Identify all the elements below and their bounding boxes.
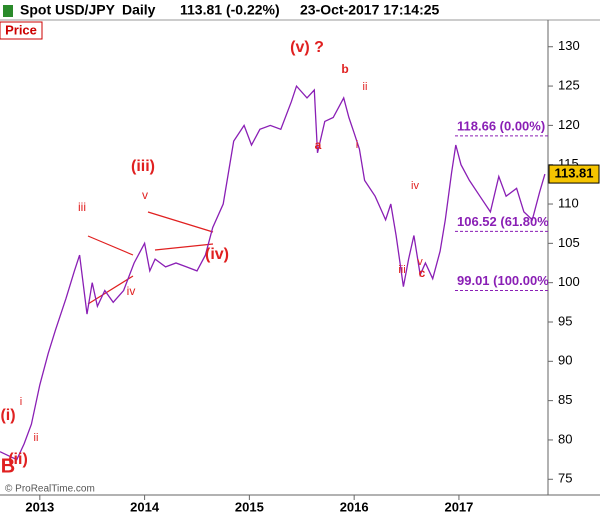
x-tick-label: 2016 (340, 499, 369, 514)
wave-label: (ii) (8, 451, 28, 468)
panel-label: Price (5, 22, 37, 37)
wave-label: B (1, 455, 15, 477)
wave-label: iii (78, 200, 86, 214)
wave-label: (v) ? (290, 39, 324, 56)
fib-label: 99.01 (100.00%) (457, 273, 553, 288)
price-line (0, 84, 546, 461)
y-tick-label: 85 (558, 392, 572, 407)
wave-label: (i) (0, 407, 15, 424)
chart-title: Spot USD/JPY (20, 2, 116, 18)
wave-label: iv (127, 284, 136, 298)
wave-label: i (20, 396, 22, 408)
wave-label: v (417, 256, 423, 268)
trend-line (147, 211, 214, 233)
y-tick-label: 110 (558, 195, 579, 210)
y-tick-label: 130 (558, 38, 580, 53)
y-tick-label: 105 (558, 235, 580, 250)
icon (3, 5, 13, 17)
wave-label: c (419, 266, 426, 280)
wave-label: v (142, 188, 148, 202)
x-tick-label: 2014 (130, 499, 160, 514)
y-tick-label: 75 (558, 471, 572, 486)
fib-label: 118.66 (0.00%) (457, 118, 545, 133)
y-tick-label: 125 (558, 77, 580, 92)
timestamp: 23-Oct-2017 17:14:25 (300, 2, 440, 18)
trend-line (154, 243, 214, 251)
wave-label: (iv) (205, 246, 229, 263)
last-price-label: 113.81 (554, 165, 593, 180)
wave-label: ii (363, 81, 368, 93)
period: Daily (122, 2, 156, 18)
wave-label: a (315, 138, 322, 152)
quote: 113.81 (-0.22%) (180, 2, 280, 18)
x-tick-label: 2017 (444, 499, 473, 514)
plot-area: 118.66 (0.00%) 106.52 (61.80%) 99.01 (100.… (0, 84, 553, 461)
last-price-box (548, 164, 600, 184)
credit: © ProRealTime.com (5, 484, 95, 495)
panel-label-box (0, 21, 43, 40)
wave-label: (iii) (131, 158, 155, 175)
y-tick-label: 100 (558, 274, 580, 289)
wave-label: b (341, 62, 348, 76)
x-tick-label: 2013 (25, 499, 54, 514)
x-tick-label: 2015 (235, 499, 264, 514)
trend-line (87, 235, 134, 256)
y-tick-label: 95 (558, 313, 572, 328)
fib-label: 106.52 (61.80%) (457, 214, 553, 229)
y-tick-label: 90 (558, 353, 572, 368)
wave-label: i (356, 139, 358, 151)
y-tick-label: 80 (558, 431, 572, 446)
y-tick-label: 120 (558, 117, 580, 132)
wave-label: iv (411, 180, 419, 192)
wave-label: iii (398, 264, 405, 276)
wave-label: ii (34, 432, 39, 444)
